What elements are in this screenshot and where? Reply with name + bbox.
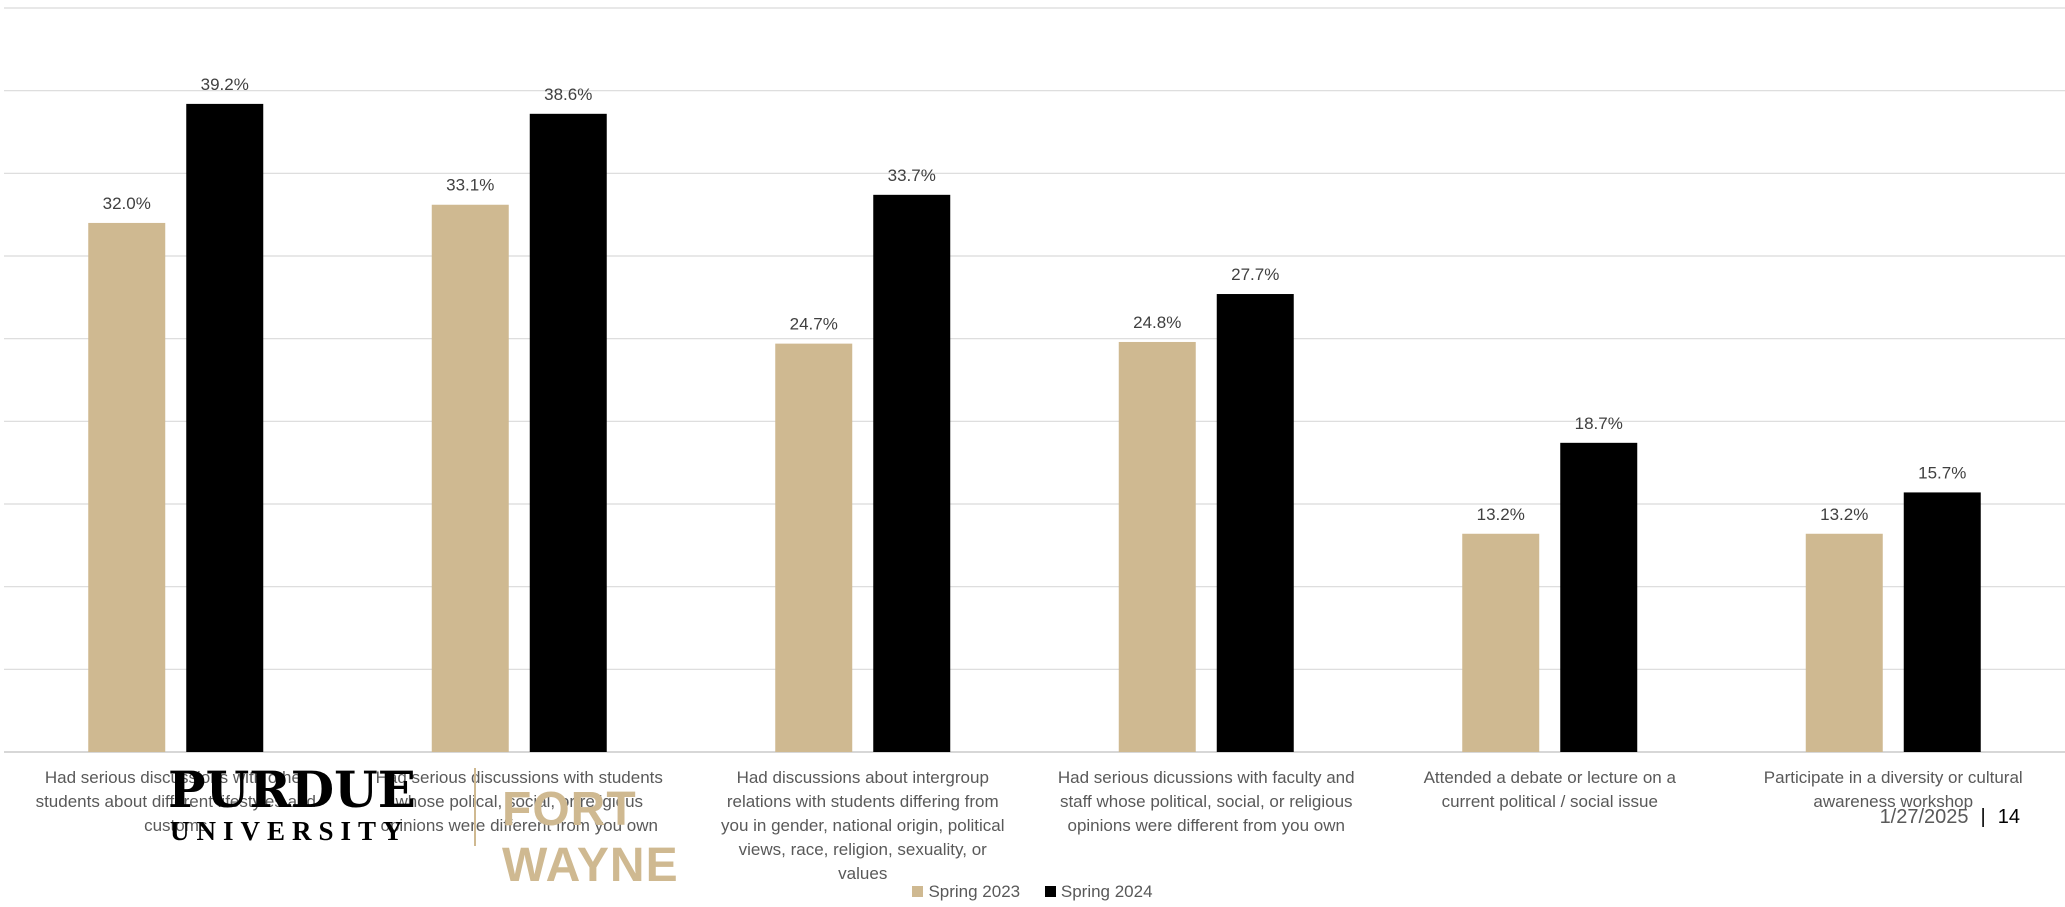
bar-spring-2023 [88,222,166,752]
legend-item-spring-2023: Spring 2023 [912,882,1020,902]
logo-university-text: UNIVERSITY [170,816,410,846]
logo-purdue-text: PURDUE [168,760,416,819]
bar-spring-2024 [529,113,607,752]
data-label: 32.0% [103,194,151,213]
bar-spring-2024 [1903,492,1981,752]
slide-footer: 1/27/2025 | 14 [1880,806,2020,829]
bar-spring-2023 [1462,533,1540,752]
data-label: 33.1% [446,176,494,195]
data-label: 13.2% [1820,505,1868,524]
legend-swatch-spring-2024 [1044,886,1056,897]
data-label: 18.7% [1575,414,1623,433]
category-label: Had serious dicussions with faculty and … [1057,768,1355,835]
bar-spring-2024 [1216,294,1294,752]
footer-separator: | [1980,806,1986,828]
bar-spring-2024 [873,194,951,752]
category-label: Had serious discussions with students wh… [375,768,663,835]
bar-spring-2023 [1805,533,1883,752]
data-label: 38.6% [544,85,592,104]
bars [88,103,1981,753]
legend-swatch-spring-2023 [912,886,924,897]
data-label: 24.8% [1133,313,1181,332]
bar-spring-2023 [431,204,509,752]
legend-label: Spring 2024 [1060,882,1153,901]
data-label: 39.2% [201,75,249,94]
category-label: Attended a debate or lecture on a curren… [1423,768,1676,811]
slide-number: 14 [1997,806,2020,828]
data-labels: 32.0% 39.2% 33.1% 38.6% 24.7% 33.7% 24.8% 27.7%… [103,75,1967,524]
data-label: 15.7% [1918,463,1966,482]
gridlines [4,7,2065,753]
purdue-fort-wayne-logo: PURDUE UNIVERSITY FORT WAYNE [168,760,818,893]
legend-label: Spring 2023 [928,882,1021,901]
data-label: 24.7% [790,315,838,334]
category-label: Participate in a diversity or cultural a… [1763,768,2023,811]
logo-fort-wayne-text: FORT WAYNE [502,783,679,892]
data-label: 27.7% [1231,265,1279,284]
data-label: 33.7% [888,166,936,185]
bar-spring-2023 [775,343,853,752]
category-label: Had discussions about intergroup relatio… [720,768,1005,883]
category-label: Had serious discussions with other stude… [35,768,316,835]
legend-item-spring-2024: Spring 2024 [1044,882,1153,902]
chart-legend: Spring 2023 Spring 2024 [0,882,2065,902]
bar-spring-2024 [186,103,264,753]
bar-spring-2023 [1118,341,1196,752]
logo-divider [474,768,476,846]
data-label: 13.2% [1477,505,1525,524]
bar-spring-2024 [1560,442,1638,752]
slide-date: 1/27/2025 [1879,806,1969,828]
